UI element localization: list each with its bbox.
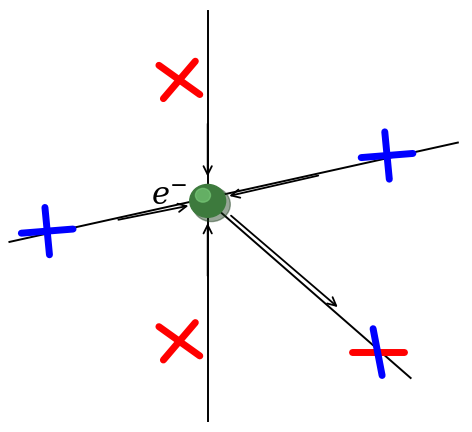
Text: e$^{-}$: e$^{-}$ [152, 181, 187, 212]
Circle shape [190, 184, 226, 217]
Circle shape [195, 188, 211, 202]
Circle shape [193, 187, 230, 222]
